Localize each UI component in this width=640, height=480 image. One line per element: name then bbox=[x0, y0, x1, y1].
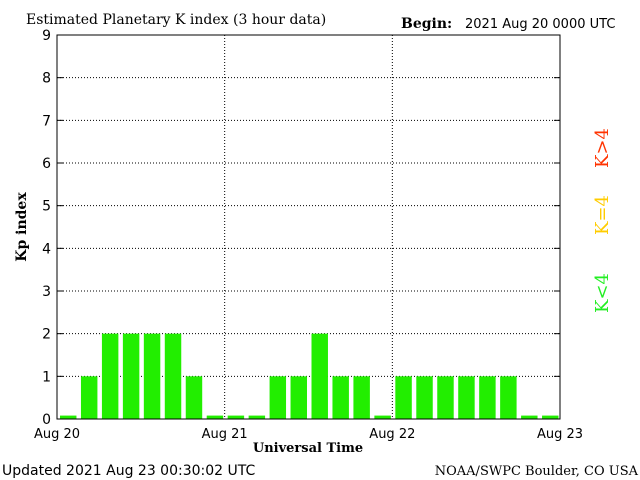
kp-bar bbox=[353, 376, 370, 419]
y-axis-label: Kp index bbox=[14, 192, 30, 262]
x-axis-label: Universal Time bbox=[253, 441, 363, 456]
kp-bar bbox=[101, 333, 119, 419]
kp-bar bbox=[416, 376, 433, 419]
chart-title: Estimated Planetary K index (3 hour data… bbox=[26, 12, 326, 28]
kp-bar bbox=[521, 415, 538, 419]
kp-bar bbox=[248, 415, 266, 419]
y-tick-label: 1 bbox=[42, 369, 51, 385]
kp-bar bbox=[164, 333, 182, 419]
kp-bar bbox=[542, 415, 559, 419]
begin-label: Begin: bbox=[401, 16, 452, 32]
kp-bar bbox=[479, 376, 496, 419]
grid-lines bbox=[57, 35, 560, 419]
kp-bar bbox=[437, 376, 454, 419]
x-tick-label: Aug 22 bbox=[369, 427, 415, 442]
y-tick-label: 9 bbox=[42, 28, 51, 44]
kp-bar bbox=[60, 415, 77, 419]
begin-value: 2021 Aug 20 0000 UTC bbox=[465, 17, 615, 32]
kp-bar bbox=[143, 333, 161, 419]
kp-bar bbox=[122, 333, 140, 419]
bars bbox=[60, 333, 559, 419]
plot-frame bbox=[56, 34, 561, 420]
updated-timestamp: Updated 2021 Aug 23 00:30:02 UTC bbox=[2, 463, 255, 479]
y-tick-label: 0 bbox=[42, 412, 51, 428]
y-tick-label: 8 bbox=[42, 71, 51, 87]
kp-bar bbox=[500, 376, 517, 419]
x-axis-ticks: Aug 20 Aug 21 Aug 22 Aug 23 bbox=[34, 427, 583, 442]
y-tick-label: 2 bbox=[42, 327, 51, 343]
x-tick-label: Aug 23 bbox=[537, 427, 583, 442]
x-tick-label: Aug 21 bbox=[202, 427, 248, 442]
y-tick-label: 6 bbox=[42, 156, 51, 172]
kp-bar bbox=[185, 376, 203, 419]
kp-bar bbox=[395, 376, 412, 419]
y-tick-label: 5 bbox=[42, 199, 51, 215]
legend-item: K<4 bbox=[592, 273, 613, 313]
kp-bar bbox=[290, 376, 307, 419]
legend: K<4 K=4 K>4 bbox=[592, 128, 613, 313]
kp-bar bbox=[269, 376, 287, 419]
y-tick-label: 7 bbox=[42, 113, 51, 129]
x-tick-label: Aug 20 bbox=[34, 427, 80, 442]
kp-bar bbox=[374, 415, 391, 419]
kp-bar bbox=[206, 415, 224, 419]
kp-bar bbox=[311, 333, 328, 419]
kp-bar bbox=[227, 415, 245, 419]
y-tick-label: 3 bbox=[42, 284, 51, 300]
source-credit: NOAA/SWPC Boulder, CO USA bbox=[435, 464, 639, 479]
legend-item: K=4 bbox=[592, 195, 613, 235]
kp-bar bbox=[458, 376, 475, 419]
y-axis-ticks: 0 1 2 3 4 5 6 7 8 9 bbox=[42, 28, 560, 428]
kp-bar bbox=[332, 376, 349, 419]
legend-item: K>4 bbox=[592, 128, 613, 168]
kp-bar bbox=[80, 376, 98, 419]
y-tick-label: 4 bbox=[42, 241, 51, 257]
